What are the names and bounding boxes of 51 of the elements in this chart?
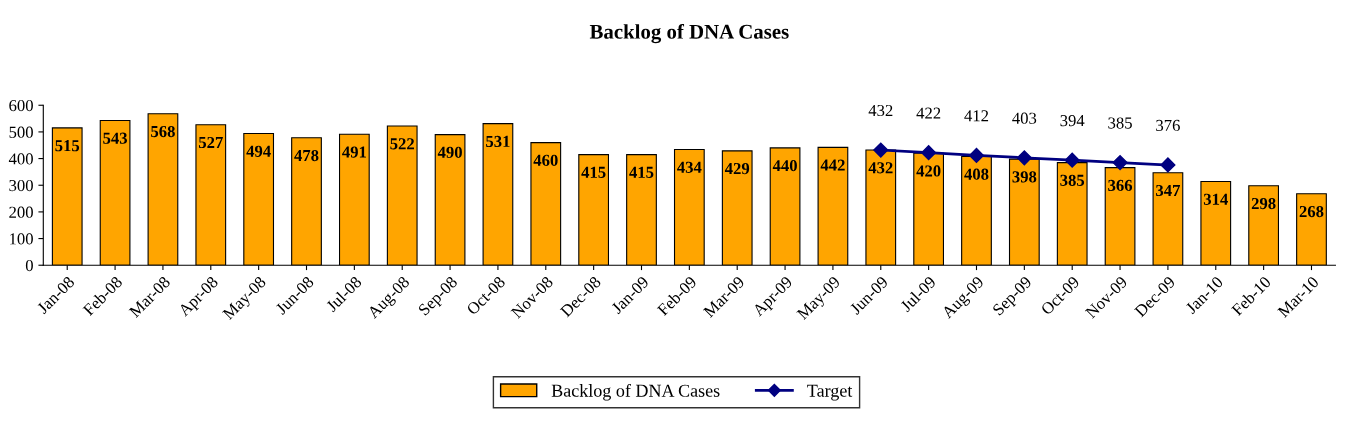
data-label: 415 (629, 166, 654, 178)
data-label: 415 (581, 166, 606, 178)
data-label: 490 (437, 146, 462, 158)
data-label: 478 (294, 149, 319, 162)
y-tick-label: 500 (9, 126, 33, 138)
data-label: 429 (724, 163, 750, 175)
y-tick-label: 600 (9, 99, 33, 112)
legend-label: Target (807, 384, 853, 401)
data-label: 385 (1108, 117, 1132, 129)
point (1064, 152, 1080, 168)
data-label: 568 (151, 125, 175, 138)
data-label: 491 (342, 146, 366, 158)
data-label: 422 (916, 107, 941, 119)
point (873, 142, 889, 158)
data-label: 385 (1060, 174, 1085, 186)
chart-title: Backlog of DNA Cases (589, 23, 789, 44)
y-tick-label: 400 (8, 153, 33, 165)
data-label: 412 (964, 110, 989, 122)
point (1016, 150, 1032, 166)
data-label: 398 (1012, 171, 1037, 183)
point (1160, 157, 1176, 173)
data-label: 522 (390, 138, 414, 150)
data-label: 420 (916, 165, 941, 177)
data-label: 347 (1156, 184, 1181, 197)
y-tick-label: 0 (25, 259, 33, 272)
legend-label: Backlog of DNA Cases (551, 383, 720, 401)
data-label: 366 (1108, 179, 1133, 192)
data-label: 298 (1251, 197, 1276, 210)
data-label: 394 (1060, 115, 1085, 127)
y-tick-label: 100 (10, 233, 33, 245)
data-label: 442 (820, 159, 845, 171)
data-label: 268 (1299, 205, 1324, 218)
data-label: 314 (1203, 193, 1228, 205)
y-tick-label: 300 (9, 179, 33, 192)
data-label: 376 (1156, 119, 1180, 132)
data-label: 408 (964, 168, 989, 180)
data-label: 515 (55, 140, 80, 152)
data-label: 494 (246, 145, 271, 157)
data-label: 527 (198, 136, 223, 149)
data-label: 460 (533, 154, 558, 166)
data-label: 403 (1012, 112, 1037, 124)
point (1112, 155, 1128, 171)
y-tick-label: 200 (9, 206, 33, 218)
data-label: 440 (772, 160, 797, 172)
point (921, 145, 937, 161)
data-label: 432 (868, 104, 893, 117)
data-label: 434 (677, 161, 702, 173)
data-label: 543 (103, 132, 128, 144)
data-label: 432 (868, 162, 893, 174)
point (968, 147, 985, 163)
data-label: 531 (486, 135, 510, 148)
